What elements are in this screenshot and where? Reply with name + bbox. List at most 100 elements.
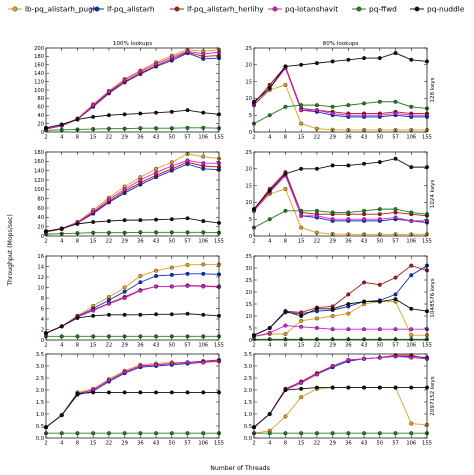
x-tick-label: 2 (44, 239, 47, 245)
y-tick-label: 20 (37, 224, 44, 230)
series-line (253, 171, 428, 217)
data-point (362, 161, 367, 166)
data-point (393, 292, 398, 297)
series-line (45, 159, 219, 232)
data-point (346, 57, 351, 62)
x-tick-label: 155 (214, 343, 224, 349)
legend-entry: lf-pq_alistarh_herlihy (170, 5, 264, 14)
x-tick-label: 8 (76, 135, 79, 141)
y-tick-label: 1.0 (244, 412, 252, 418)
data-point (169, 109, 174, 114)
x-tick-label: 8 (284, 343, 287, 349)
data-point (201, 154, 206, 159)
data-point (409, 273, 414, 278)
data-point (267, 113, 272, 118)
legend-marker (94, 6, 100, 12)
data-point (409, 218, 414, 223)
data-point (362, 208, 367, 213)
data-point (59, 324, 64, 329)
data-point (267, 412, 272, 416)
y-tick-label: 0 (249, 130, 252, 136)
data-point (201, 390, 206, 395)
series-line (253, 355, 428, 428)
data-point (314, 372, 319, 377)
x-axis-label: Number of Threads (210, 465, 270, 472)
data-point (122, 218, 127, 223)
data-point (154, 312, 159, 317)
data-point (106, 431, 111, 436)
x-tick-label: 57 (184, 135, 191, 141)
series-line (45, 231, 220, 235)
x-tick-label: 36 (345, 441, 352, 447)
legend-marker (272, 6, 278, 12)
x-tick-label: 2 (252, 135, 255, 141)
data-point (346, 210, 351, 215)
data-point (91, 209, 96, 214)
y-tick-label: 25 (245, 278, 252, 284)
chart-panel: 0 20 40 60 80 100 120 140 160 180 200 2 4 8 15 22 29 36 43… (34, 41, 224, 141)
data-point (362, 101, 367, 106)
data-point (409, 263, 414, 268)
plot-frame (45, 353, 220, 439)
legend-label: pq-lotanshavit (285, 5, 338, 14)
x-tick-label: 22 (314, 343, 321, 349)
legend-marker (12, 6, 18, 12)
data-point (169, 284, 174, 289)
data-point (409, 385, 414, 390)
y-tick-label: 10 (245, 96, 252, 102)
x-tick-label: 15 (90, 441, 97, 447)
series-line (45, 52, 220, 130)
data-point (185, 360, 190, 365)
y-tick-label: 10 (37, 285, 44, 291)
data-point (106, 197, 111, 202)
x-tick-label: 2 (44, 135, 47, 141)
data-point (377, 212, 382, 217)
x-tick-label: 8 (76, 441, 79, 447)
series-line (45, 391, 219, 428)
x-tick-label: 106 (406, 239, 416, 245)
data-point (346, 292, 351, 297)
data-point (330, 217, 335, 222)
data-point (106, 301, 111, 306)
y-tick-label: 20 (245, 290, 252, 296)
y-tick-label: 100 (34, 88, 44, 94)
series-line (253, 301, 427, 337)
y-tick-label: 12 (37, 275, 44, 281)
x-tick-label: 50 (377, 441, 384, 447)
data-point (185, 390, 190, 395)
x-tick-label: 50 (169, 343, 176, 349)
data-point (330, 104, 335, 109)
series-line (45, 49, 220, 130)
data-point (409, 431, 414, 436)
x-tick-label: 43 (153, 343, 160, 349)
data-point (283, 323, 288, 328)
y-tick-label: 60 (37, 105, 44, 111)
x-tick-label: 155 (422, 441, 432, 447)
data-point (201, 271, 206, 276)
series-line (45, 285, 220, 334)
legend-entry: lb-pq_alistarh_pugh (8, 5, 98, 14)
data-point (377, 299, 382, 304)
y-tick-label: 180 (34, 54, 44, 60)
data-point (283, 82, 288, 87)
data-point (283, 208, 288, 213)
y-tick-label: 0.0 (36, 436, 44, 442)
y-tick-label: 0 (41, 130, 44, 136)
x-tick-label: 36 (137, 343, 144, 349)
data-point (346, 103, 351, 108)
data-point (346, 311, 351, 316)
data-point (138, 178, 143, 182)
plot-frame (45, 255, 220, 341)
y-tick-label: 4 (41, 317, 45, 323)
y-tick-label: 3.5 (36, 352, 44, 358)
data-point (91, 390, 96, 395)
x-tick-label: 43 (153, 239, 160, 245)
y-tick-label: 2.0 (36, 388, 44, 394)
x-tick-label: 4 (60, 239, 64, 245)
y-tick-label: 0.5 (244, 424, 252, 430)
series-line (253, 265, 428, 336)
series-line (45, 263, 219, 334)
data-point (299, 225, 304, 230)
series-line (253, 298, 428, 336)
data-point (138, 312, 143, 317)
